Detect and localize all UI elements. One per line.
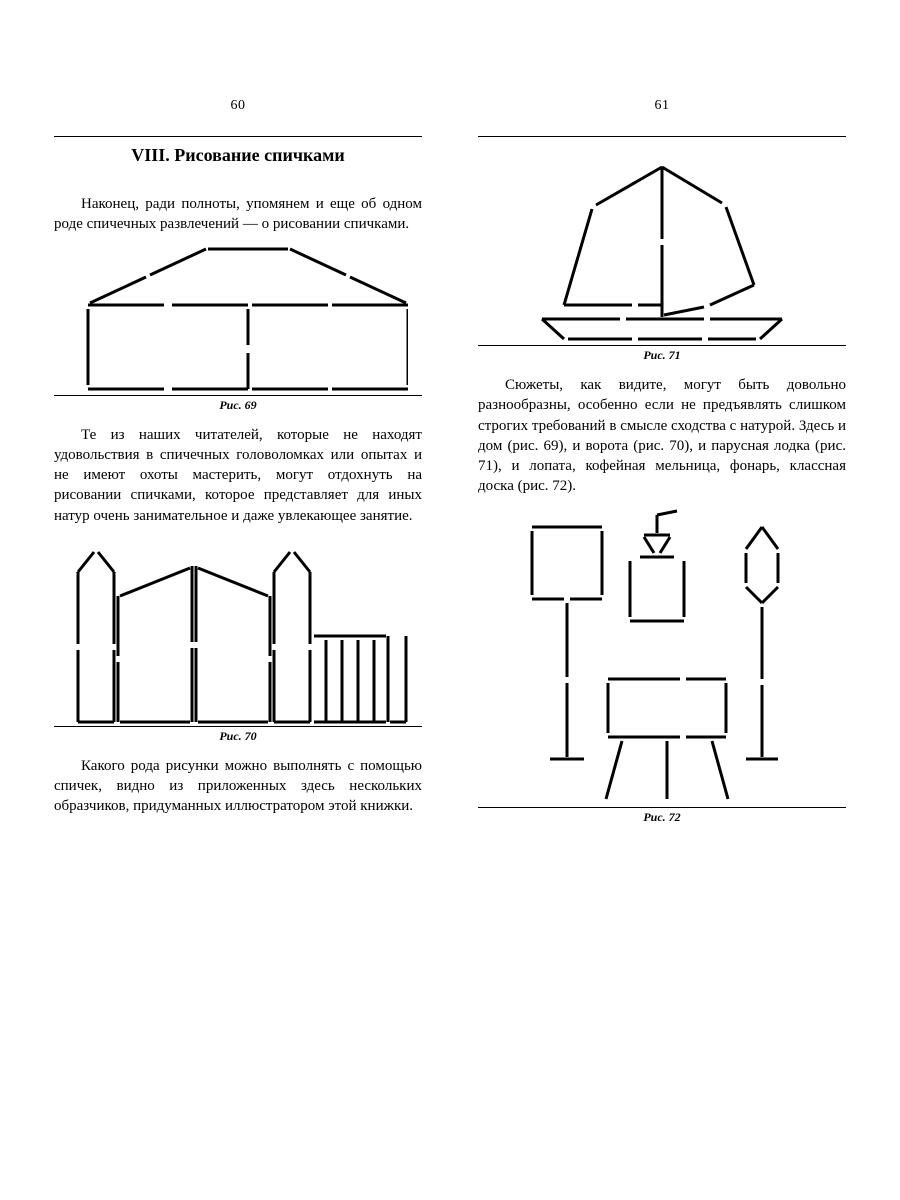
page-left: 60 VIII. Рисование спичками Наконец, рад… bbox=[30, 120, 450, 1030]
para-l1: Наконец, ради полноты, упомянем и еще об… bbox=[54, 194, 422, 235]
fig72-svg bbox=[512, 507, 812, 807]
para-l2: Те из наших читателей, которые не находя… bbox=[54, 425, 422, 526]
fig69-caption: Рис. 69 bbox=[54, 398, 422, 413]
figure-70: Рис. 70 bbox=[54, 536, 422, 744]
fig71-caption: Рис. 71 bbox=[478, 348, 846, 363]
page-number-left: 60 bbox=[54, 98, 422, 114]
fig70-svg bbox=[68, 536, 408, 726]
fig69-svg bbox=[68, 245, 408, 395]
fig70-caption: Рис. 70 bbox=[54, 729, 422, 744]
page-right: 61 Рис. 71 Сюжеты, как видите, могут быт… bbox=[450, 120, 870, 1030]
rule-top-right bbox=[478, 136, 846, 137]
fig71-svg bbox=[512, 145, 812, 345]
rule-top-left bbox=[54, 136, 422, 137]
page-number-right: 61 bbox=[478, 98, 846, 114]
book-spread: 60 VIII. Рисование спичками Наконец, рад… bbox=[0, 0, 900, 1200]
chapter-title: VIII. Рисование спичками bbox=[54, 145, 422, 166]
para-l3: Какого рода рисунки можно выполнять с по… bbox=[54, 756, 422, 817]
figure-72: Рис. 72 bbox=[478, 507, 846, 825]
figure-69: Рис. 69 bbox=[54, 245, 422, 413]
fig72-caption: Рис. 72 bbox=[478, 810, 846, 825]
figure-71: Рис. 71 bbox=[478, 145, 846, 363]
para-r1: Сюжеты, как видите, могут быть довольно … bbox=[478, 375, 846, 497]
